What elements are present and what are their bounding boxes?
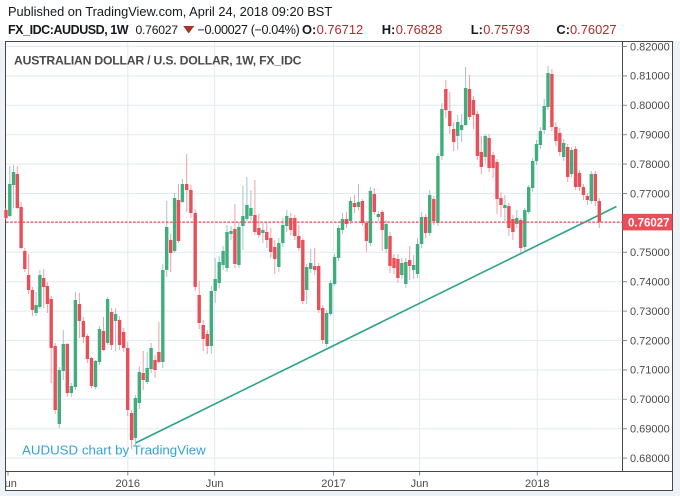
svg-text:0.76828: 0.76828 bbox=[396, 22, 443, 37]
svg-text:0.68000: 0.68000 bbox=[630, 453, 670, 465]
svg-text:0.76027: 0.76027 bbox=[570, 22, 617, 37]
svg-text:0.76027: 0.76027 bbox=[136, 23, 179, 37]
svg-text:0.78000: 0.78000 bbox=[630, 159, 670, 171]
svg-text:FX_IDC:AUDUSD, 1W: FX_IDC:AUDUSD, 1W bbox=[8, 23, 129, 37]
svg-text:Jun: Jun bbox=[0, 478, 17, 490]
svg-text:−0.00027 (−0.04%): −0.00027 (−0.04%) bbox=[198, 23, 300, 37]
svg-text:0.79000: 0.79000 bbox=[630, 130, 670, 142]
svg-text:0.73000: 0.73000 bbox=[630, 306, 670, 318]
svg-text:Jun: Jun bbox=[411, 478, 429, 490]
svg-text:0.70000: 0.70000 bbox=[630, 394, 670, 406]
svg-text:0.75000: 0.75000 bbox=[630, 247, 670, 259]
svg-text:0.74000: 0.74000 bbox=[630, 277, 670, 289]
svg-text:Jun: Jun bbox=[206, 478, 224, 490]
svg-text:0.75793: 0.75793 bbox=[483, 22, 530, 37]
svg-text:0.69000: 0.69000 bbox=[630, 424, 670, 436]
svg-text:2017: 2017 bbox=[321, 478, 345, 490]
svg-text:0.76027: 0.76027 bbox=[628, 217, 670, 229]
svg-text:0.80000: 0.80000 bbox=[630, 100, 670, 112]
svg-text:2016: 2016 bbox=[116, 478, 140, 490]
svg-text:2018: 2018 bbox=[525, 478, 549, 490]
svg-text:AUSTRALIAN DOLLAR / U.S. DOLLA: AUSTRALIAN DOLLAR / U.S. DOLLAR, 1W, FX_… bbox=[14, 54, 302, 68]
svg-text:H:: H: bbox=[382, 22, 396, 37]
svg-text:L:: L: bbox=[471, 22, 483, 37]
svg-text:0.76712: 0.76712 bbox=[317, 22, 364, 37]
svg-text:C:: C: bbox=[556, 22, 570, 37]
svg-text:Published on TradingView.com,: Published on TradingView.com, April 24, … bbox=[8, 4, 332, 19]
svg-text:0.82000: 0.82000 bbox=[630, 41, 670, 53]
svg-text:0.81000: 0.81000 bbox=[630, 71, 670, 83]
svg-text:0.71000: 0.71000 bbox=[630, 365, 670, 377]
svg-text:0.72000: 0.72000 bbox=[630, 335, 670, 347]
svg-text:0.77000: 0.77000 bbox=[630, 188, 670, 200]
svg-text:O:: O: bbox=[302, 22, 316, 37]
svg-text:AUDUSD chart by TradingView: AUDUSD chart by TradingView bbox=[22, 443, 206, 458]
